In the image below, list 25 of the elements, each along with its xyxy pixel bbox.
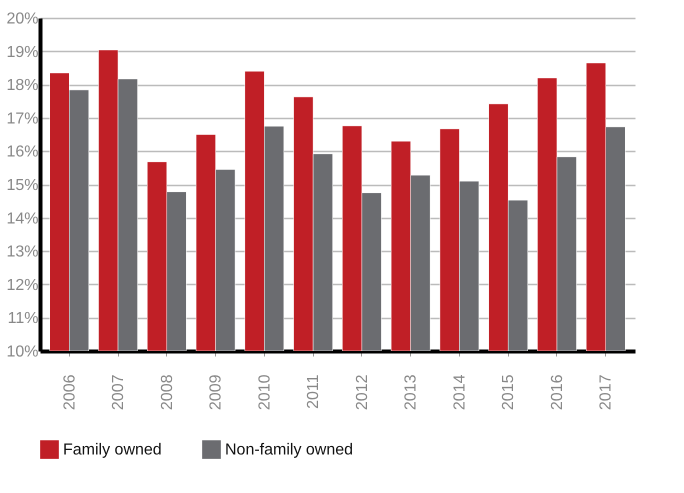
y-tick-label: 10%: [6, 344, 38, 360]
x-tick-label: 2016: [548, 374, 566, 410]
y-tick-label: 18%: [6, 77, 38, 94]
y-tick-label: 19%: [6, 44, 38, 61]
x-tick-label: 2011: [305, 374, 322, 409]
x-tick-label: 2008: [158, 374, 176, 410]
y-tick-label: 20%: [6, 10, 38, 28]
legend-label: Non-family owned: [225, 442, 354, 459]
x-tick-label: 2010: [256, 374, 274, 410]
x-tick-label: 2009: [208, 374, 225, 410]
y-tick-label: 17%: [6, 110, 38, 128]
y-tick-label: 13%: [6, 244, 38, 261]
y-tick-label: 14%: [6, 210, 38, 228]
x-tick-label: 2015: [500, 374, 518, 410]
y-tick-label: 16%: [6, 144, 38, 161]
x-tick-label: 2007: [110, 374, 128, 410]
x-tick-label: 2014: [451, 374, 468, 410]
y-tick-label: 15%: [6, 177, 38, 194]
x-tick-label: 2012: [354, 374, 371, 410]
legend-label: Family owned: [63, 442, 162, 459]
y-tick-label: 12%: [6, 276, 38, 294]
y-tick-label: 11%: [8, 310, 38, 328]
x-tick-label: 2006: [61, 374, 78, 410]
x-tick-label: 2013: [402, 374, 420, 410]
x-tick-label: 2017: [598, 374, 615, 410]
